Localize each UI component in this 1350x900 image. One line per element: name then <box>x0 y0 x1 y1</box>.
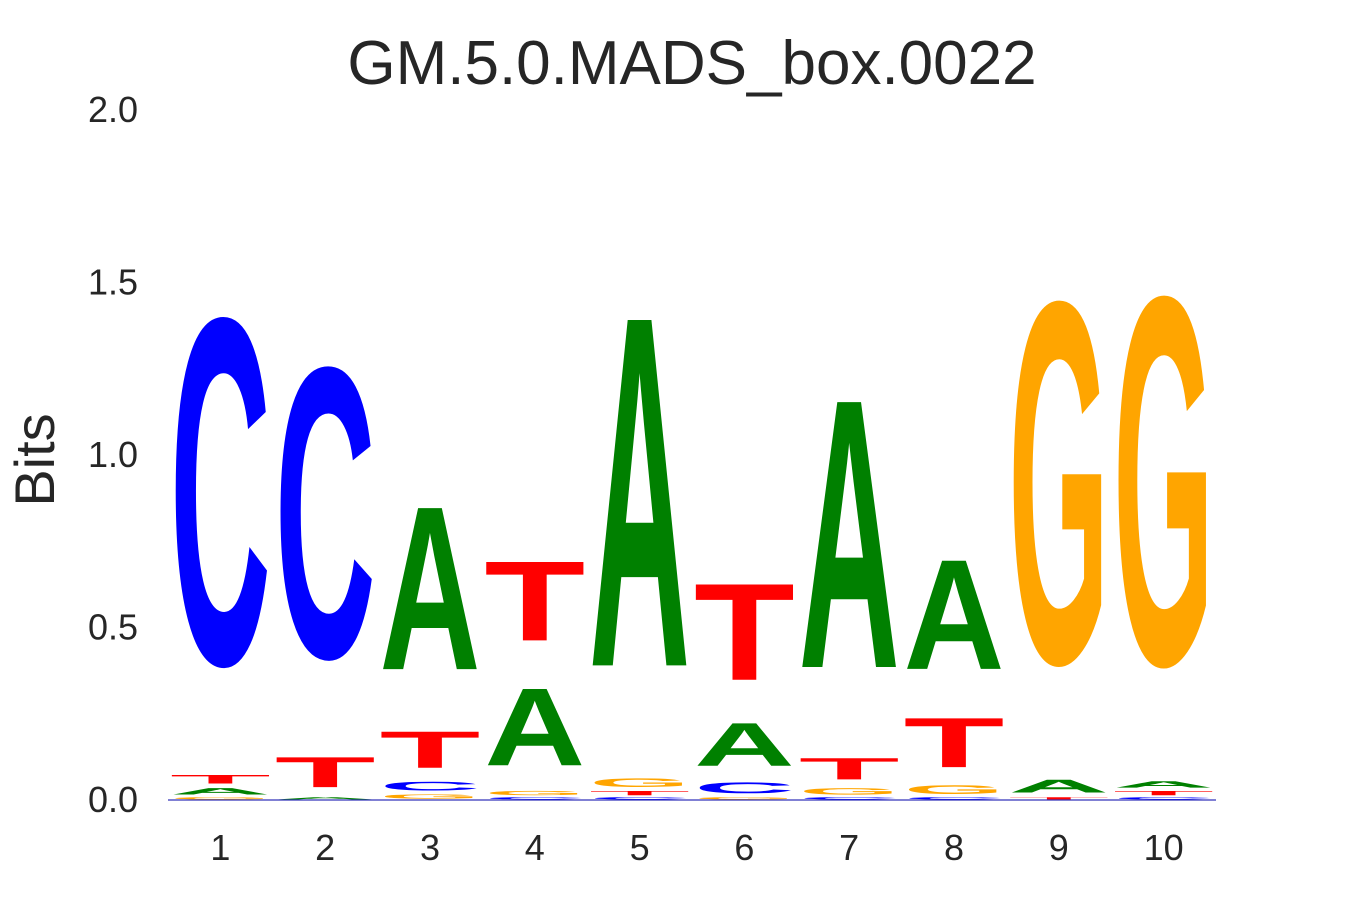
x-tick-label: 1 <box>210 827 230 868</box>
logo-letter-T: T <box>1008 797 1109 800</box>
logo-letter-G: G <box>1008 194 1109 772</box>
logo-letter-G: G <box>589 776 690 790</box>
x-tick-label: 10 <box>1144 827 1184 868</box>
logo-letter-T: T <box>275 748 376 796</box>
y-axis-ticks: 0.0 0.5 1.0 1.5 2.0 <box>88 89 138 820</box>
y-tick-label: 1.5 <box>88 262 138 303</box>
logo-letter-G: G <box>484 790 585 797</box>
x-tick-label: 2 <box>315 827 335 868</box>
logo-letter-A: A <box>170 786 271 796</box>
y-tick-label: 2.0 <box>88 89 138 130</box>
logo-letter-G: G <box>904 783 1005 797</box>
logo-letter-T: T <box>799 752 900 786</box>
logo-letter-T: T <box>484 538 585 665</box>
x-tick-label: 8 <box>944 827 964 868</box>
letter-stack: ATC <box>275 280 376 800</box>
logo-letter-T: T <box>694 555 795 710</box>
x-tick-label: 3 <box>420 827 440 868</box>
logo-letter-G: G <box>799 786 900 796</box>
x-tick-label: 4 <box>525 827 545 868</box>
x-tick-label: 9 <box>1049 827 1069 868</box>
logo-letter-T: T <box>589 790 690 797</box>
logo-letter-C: C <box>694 779 795 796</box>
logo-letter-C: C <box>904 797 1005 800</box>
x-axis-ticks: 1 2 3 4 5 6 7 8 9 10 <box>210 827 1183 868</box>
x-tick-label: 6 <box>734 827 754 868</box>
logo-letter-G: G <box>170 797 271 800</box>
logo-letter-A: A <box>1113 779 1214 789</box>
logo-letter-C: C <box>275 280 376 745</box>
logo-letter-A: A <box>484 665 585 789</box>
y-tick-label: 1.0 <box>88 434 138 475</box>
logo-letter-A: A <box>380 458 481 719</box>
logo-letter-G: G <box>694 797 795 800</box>
chart-title: GM.5.0.MADS_box.0022 <box>347 29 1036 98</box>
logo-letter-G: G <box>1113 188 1214 776</box>
logo-letter-A: A <box>275 797 376 800</box>
logo-letter-A: A <box>694 710 795 779</box>
logo-letter-A: A <box>589 212 690 773</box>
logo-letter-C: C <box>589 797 690 800</box>
logo-letter-A: A <box>1008 776 1109 797</box>
logo-letter-C: C <box>1113 797 1214 800</box>
logo-letter-A: A <box>799 320 900 749</box>
logo-letter-C: C <box>484 797 585 800</box>
logo-letter-T: T <box>170 772 271 786</box>
x-tick-label: 5 <box>630 827 650 868</box>
y-axis-label: Bits <box>3 413 66 506</box>
logo-letter-T: T <box>380 720 481 779</box>
y-tick-label: 0.5 <box>88 607 138 648</box>
logo-letter-C: C <box>380 779 481 793</box>
logo-letter-G: G <box>380 793 481 800</box>
logo-letter-A: A <box>904 527 1005 702</box>
letter-stack: TAG <box>1008 194 1109 800</box>
logo-letter-T: T <box>1113 790 1214 797</box>
x-tick-label: 7 <box>839 827 859 868</box>
logo-letter-C: C <box>170 215 271 769</box>
logo-letter-C: C <box>799 797 900 800</box>
y-tick-label: 0.0 <box>88 779 138 820</box>
logo-letter-T: T <box>904 703 1005 782</box>
